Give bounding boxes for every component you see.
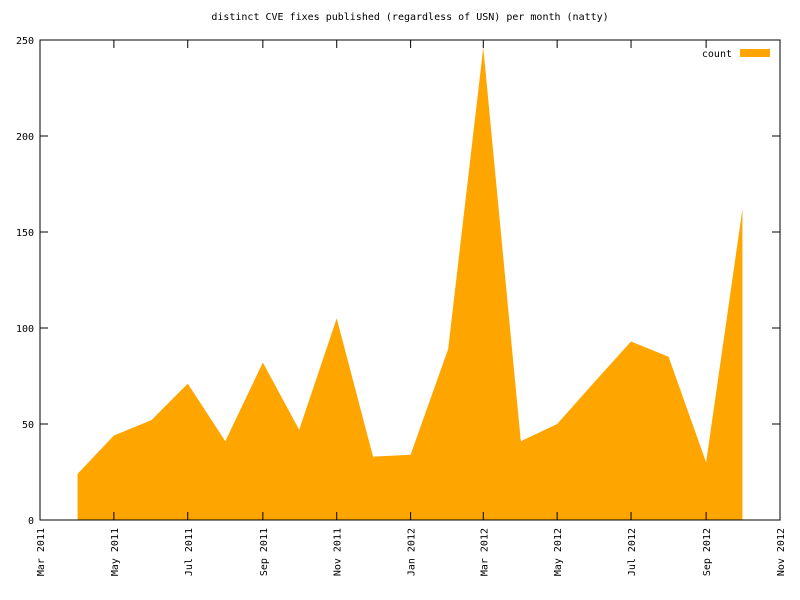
- legend-swatch: [740, 49, 770, 57]
- x-tick-label: Jul 2011: [184, 528, 195, 576]
- plot-frame: [39, 39, 781, 521]
- x-tick-label: May 2011: [110, 528, 121, 576]
- area: [77, 47, 743, 521]
- x-tick-label: Mar 2011: [36, 528, 47, 576]
- x-tick-label: Sep 2011: [259, 528, 270, 576]
- y-tick-label: 100: [16, 324, 34, 335]
- legend-label: count: [702, 49, 732, 60]
- y-tick-label: 200: [16, 132, 34, 143]
- chart-title: distinct CVE fixes published (regardless…: [211, 12, 608, 23]
- y-tick-label: 250: [16, 36, 34, 47]
- y-tick-label: 0: [28, 516, 34, 527]
- x-tick-label: Nov 2011: [333, 528, 344, 576]
- y-tick-label: 50: [22, 420, 34, 431]
- y-tick-label: 150: [16, 228, 34, 239]
- x-tick-label: Jan 2012: [407, 528, 418, 576]
- x-tick-label: May 2012: [553, 528, 564, 576]
- x-tick-label: Mar 2012: [479, 528, 490, 576]
- x-tick-label: Sep 2012: [702, 528, 713, 576]
- x-tick-label: Jul 2012: [627, 528, 638, 576]
- x-tick-label: Nov 2012: [776, 528, 787, 576]
